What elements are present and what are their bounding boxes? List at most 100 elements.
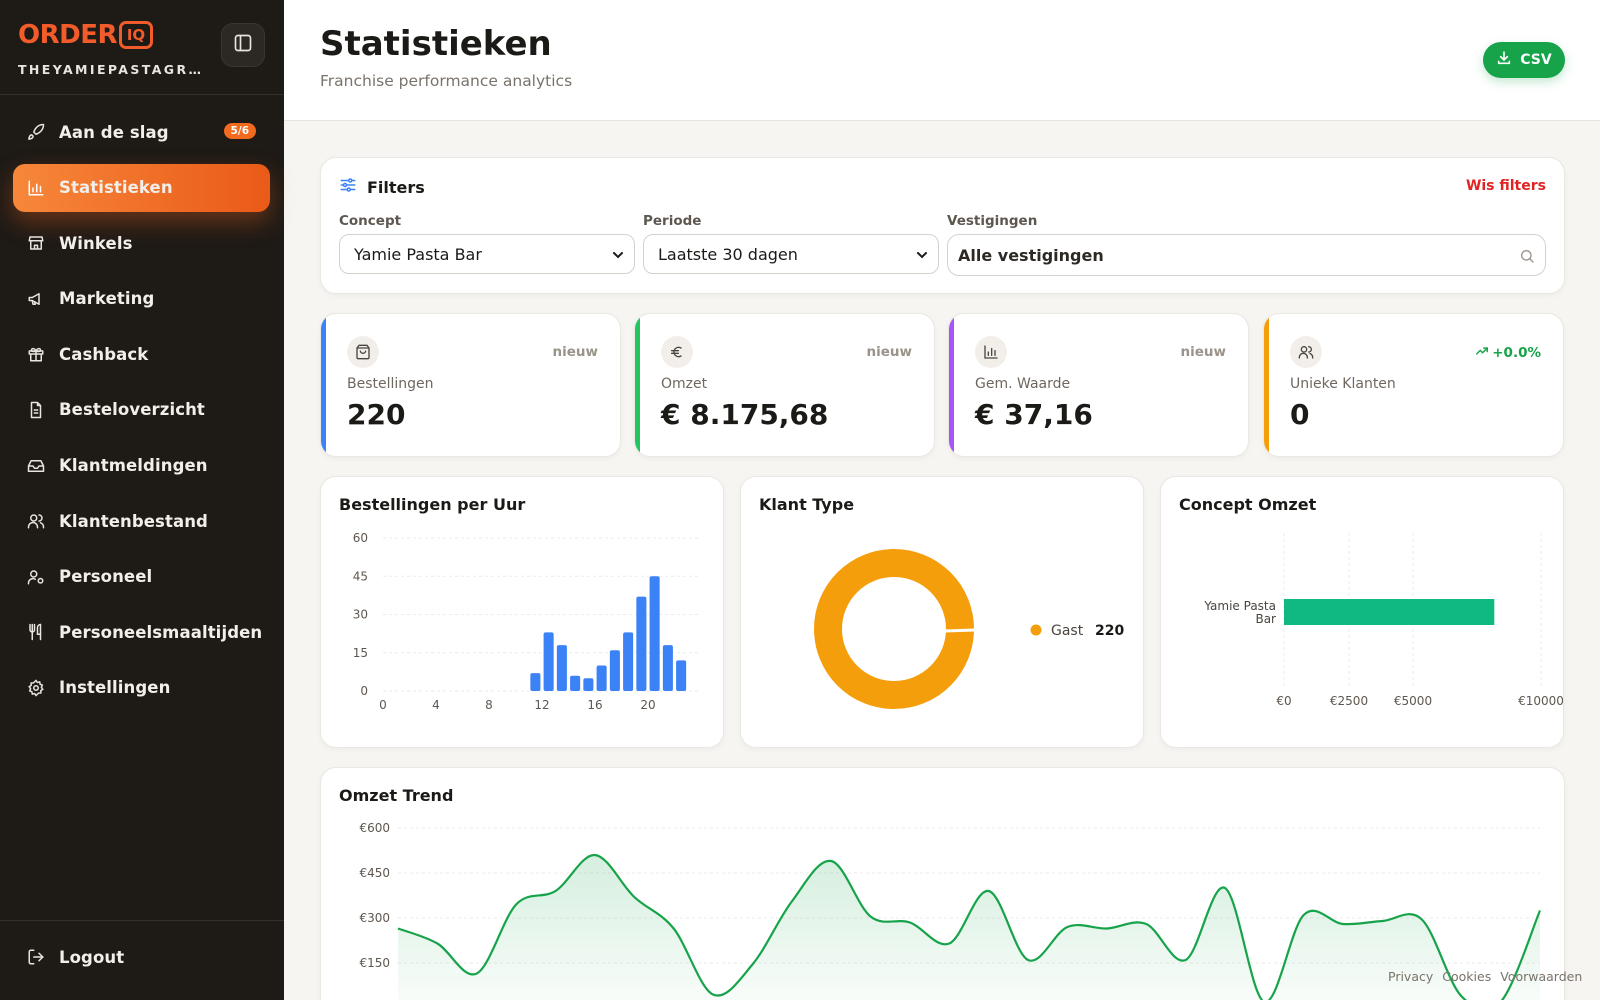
y-tick-label: 30 <box>353 608 368 622</box>
cookies-link[interactable]: Cookies <box>1442 969 1492 984</box>
slice-separator <box>944 628 976 633</box>
kpi-trend: +0.0% <box>1475 344 1541 362</box>
y-tick-label: €150 <box>359 956 390 970</box>
kpi-card-gem-waarde: nieuw Gem. Waarde € 37,16 <box>948 313 1249 457</box>
csv-label: CSV <box>1520 52 1552 68</box>
kpi-value: € 8.175,68 <box>661 398 829 431</box>
x-tick-label: 12 <box>534 698 549 712</box>
gift-icon <box>26 344 46 364</box>
orderiq-logo[interactable]: ORDER IQ <box>18 20 214 50</box>
sidebar-item-label: Besteloverzicht <box>59 400 205 420</box>
revenue-trend-card: Omzet Trend €150 €300 €450 €600 <box>320 767 1565 1000</box>
organization-name: THEYAMIEPASTAGROUP <box>18 62 214 77</box>
logo-accent: IQ <box>119 21 153 49</box>
sidebar-item-winkels[interactable]: Winkels <box>13 219 270 267</box>
bar <box>583 678 594 691</box>
bar <box>543 632 554 691</box>
period-value: Laatste 30 dagen <box>658 244 798 264</box>
filters-header: Filters <box>339 176 425 198</box>
kpi-tag: nieuw <box>866 344 912 360</box>
kpi-label: Unieke Klanten <box>1290 376 1396 392</box>
logout-area: Logout <box>13 933 270 989</box>
bar-chart-icon <box>26 178 46 198</box>
kpi-value: 0 <box>1290 398 1310 431</box>
kpi-accent-bar <box>635 314 640 456</box>
y-tick-label: 15 <box>353 646 368 660</box>
donut-slice <box>814 549 974 709</box>
sidebar-item-besteloverzicht[interactable]: Besteloverzicht <box>13 386 270 434</box>
privacy-link[interactable]: Privacy <box>1388 969 1434 984</box>
bar <box>570 675 581 691</box>
revenue-trend-chart: €150 €300 €450 €600 <box>359 821 1542 1000</box>
x-tick-label: 8 <box>485 698 493 712</box>
sidebar-item-cashback[interactable]: Cashback <box>13 330 270 378</box>
concept-select[interactable]: Yamie Pasta Bar <box>339 234 635 274</box>
y-tick-label: Bar <box>1255 612 1276 626</box>
sidebar-item-label: Klantenbestand <box>59 511 208 531</box>
clear-filters-link[interactable]: Wis filters <box>1465 178 1546 194</box>
bar <box>1284 599 1495 625</box>
kpi-tag: nieuw <box>1180 344 1226 360</box>
y-tick-label: Yamie Pasta <box>1203 599 1276 613</box>
download-icon <box>1496 50 1512 70</box>
sidebar: ORDER IQ THEYAMIEPASTAGROUP Aan de slag … <box>0 0 284 1000</box>
kpi-label: Gem. Waarde <box>975 376 1071 392</box>
page-subtitle: Franchise performance analytics <box>320 72 573 90</box>
orders-per-hour-chart: 0 15 30 45 60 0 4 8 12 16 20 <box>353 531 701 712</box>
y-tick-label: €300 <box>359 911 390 925</box>
kpi-label: Bestellingen <box>347 376 434 392</box>
x-tick-label: 0 <box>379 698 387 712</box>
shopping-bag-icon <box>347 336 379 368</box>
euro-icon <box>661 336 693 368</box>
document-icon <box>26 400 46 420</box>
sidebar-item-klantmeldingen[interactable]: Klantmeldingen <box>13 442 270 490</box>
page-title: Statistieken <box>320 24 552 64</box>
sidebar-divider-bottom <box>0 920 284 921</box>
period-select[interactable]: Laatste 30 dagen <box>643 234 939 274</box>
kpi-accent-bar <box>1264 314 1269 456</box>
gear-icon <box>26 678 46 698</box>
sidebar-item-instellingen[interactable]: Instellingen <box>13 664 270 712</box>
logout-label: Logout <box>59 947 125 967</box>
users-icon <box>26 511 46 531</box>
chevron-down-icon <box>610 247 626 267</box>
bar <box>623 632 634 691</box>
x-tick-label: €5000 <box>1394 694 1432 708</box>
sidebar-item-label: Personeel <box>59 567 153 587</box>
sidebar-item-label: Personeelsmaaltijden <box>59 622 263 642</box>
chart-title: Omzet Trend <box>339 786 454 805</box>
chart-title: Concept Omzet <box>1179 495 1317 514</box>
sidebar-item-label: Klantmeldingen <box>59 456 208 476</box>
kpi-label: Omzet <box>661 376 708 392</box>
sidebar-item-marketing[interactable]: Marketing <box>13 275 270 323</box>
locations-search-input[interactable]: Alle vestigingen <box>947 234 1546 276</box>
customer-type-card: Klant Type Gast 220 <box>740 476 1144 748</box>
export-csv-button[interactable]: CSV <box>1483 42 1565 78</box>
x-tick-label: 4 <box>432 698 440 712</box>
page-header: Statistieken Franchise performance analy… <box>284 0 1600 121</box>
legend-label: Gast <box>1051 623 1084 639</box>
sidebar-item-label: Winkels <box>59 233 133 253</box>
logo-text: ORDER <box>18 20 118 50</box>
sidebar-item-label: Cashback <box>59 344 149 364</box>
bar <box>649 576 660 691</box>
sidebar-item-klantenbestand[interactable]: Klantenbestand <box>13 497 270 545</box>
area-fill <box>398 854 1540 1000</box>
sidebar-item-aan-de-slag[interactable]: Aan de slag 5/6 <box>13 108 270 156</box>
sidebar-nav: Aan de slag 5/6 Statistieken Winkels Mar… <box>13 108 270 720</box>
sidebar-item-statistieken[interactable]: Statistieken <box>13 163 270 212</box>
sliders-icon <box>339 176 357 198</box>
bar <box>609 650 620 691</box>
users-icon <box>1290 336 1322 368</box>
collapse-sidebar-button[interactable] <box>221 23 265 67</box>
y-tick-label: 0 <box>360 684 368 698</box>
x-tick-label: €0 <box>1276 694 1291 708</box>
sidebar-item-personeel[interactable]: Personeel <box>13 553 270 601</box>
logout-button[interactable]: Logout <box>13 933 270 981</box>
terms-link[interactable]: Voorwaarden <box>1500 969 1583 984</box>
chart-title: Bestellingen per Uur <box>339 495 526 514</box>
sidebar-item-personeelsmaaltijden[interactable]: Personeelsmaaltijden <box>13 608 270 656</box>
chevron-down-icon <box>914 247 930 267</box>
y-tick-label: 45 <box>353 569 368 583</box>
